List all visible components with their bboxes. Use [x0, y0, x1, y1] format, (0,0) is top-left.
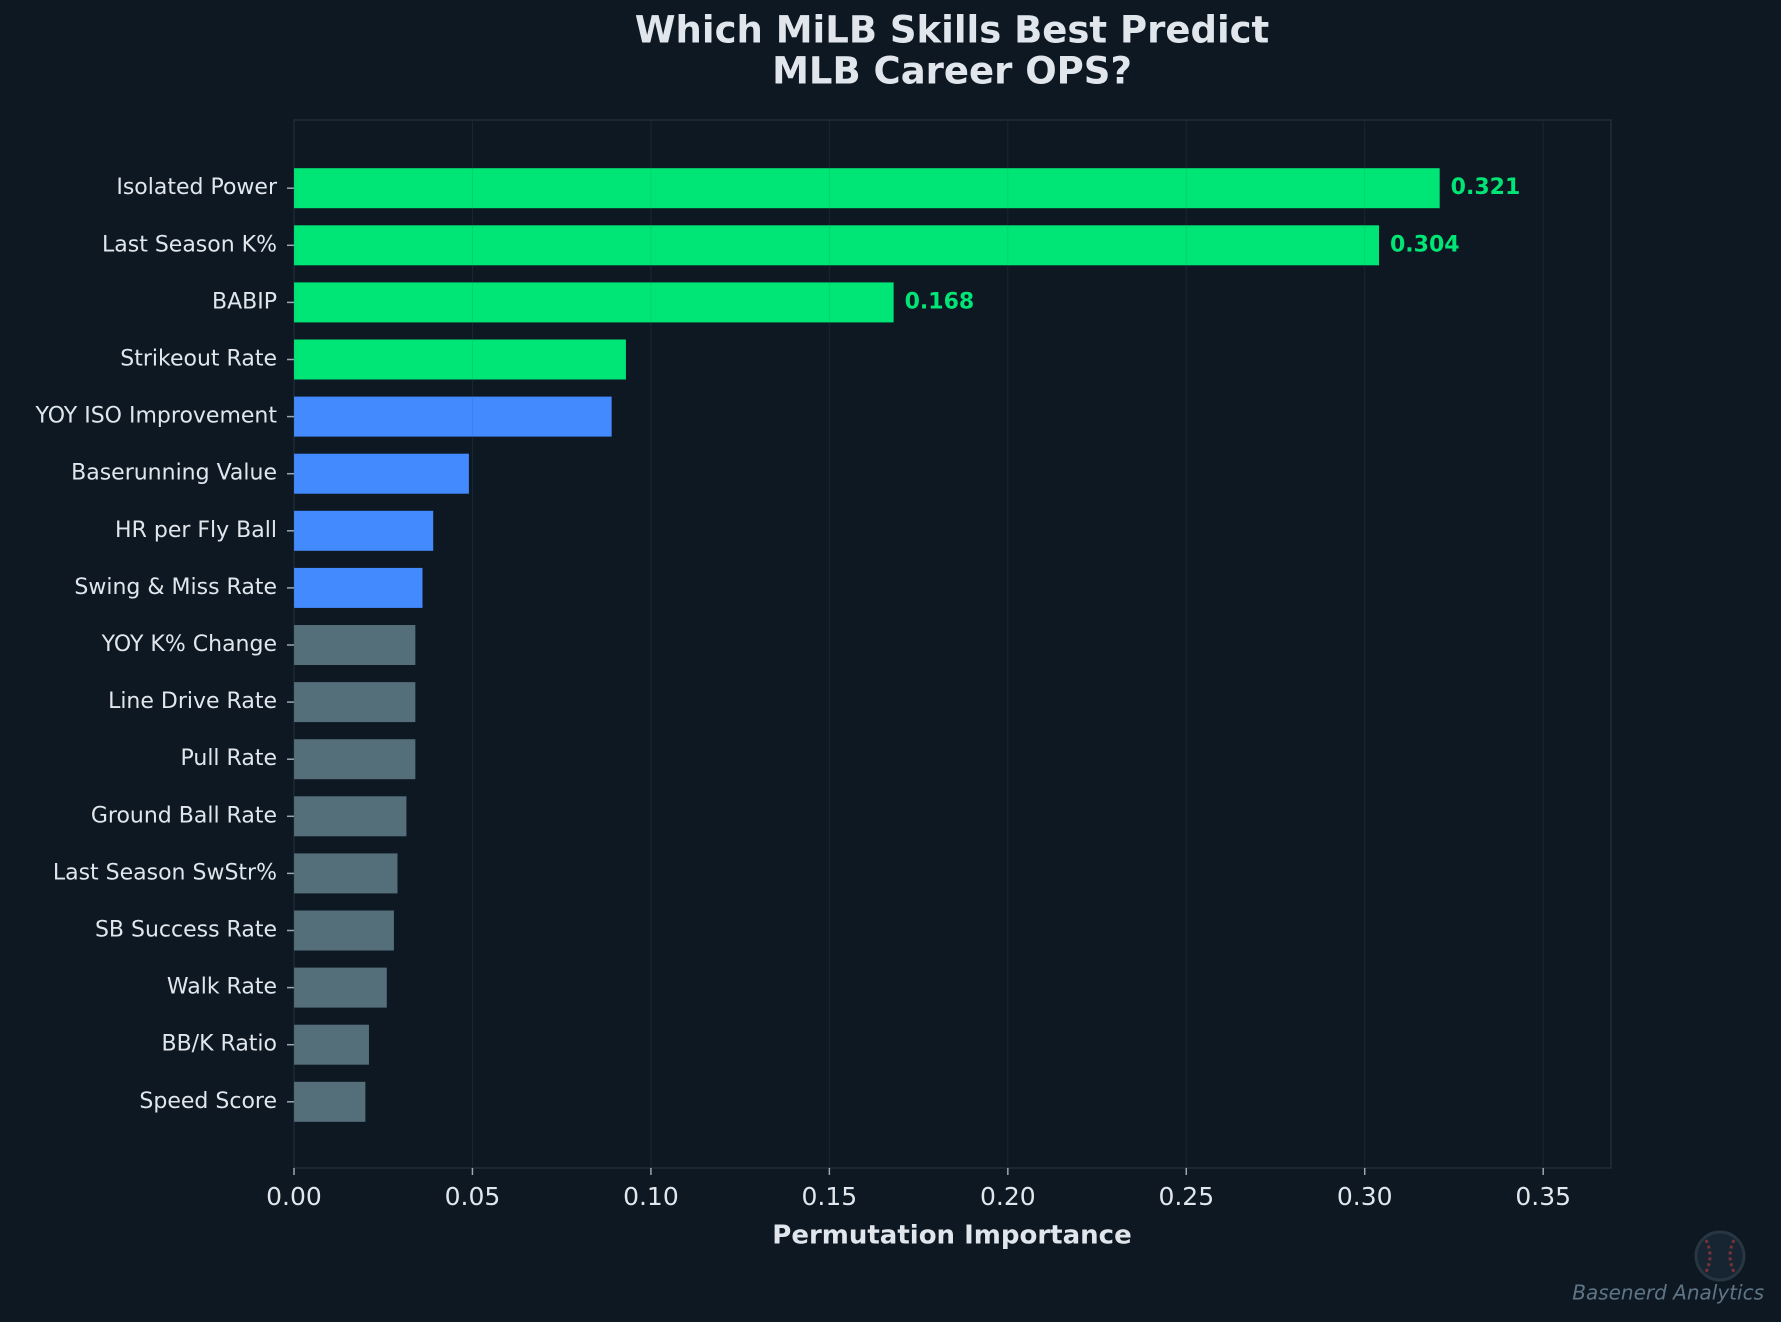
- y-tick-label: Walk Rate: [167, 975, 277, 1000]
- y-tick-label: Line Drive Rate: [108, 689, 277, 714]
- y-tick-label: Last Season SwStr%: [53, 860, 277, 885]
- logo: [1694, 1230, 1746, 1282]
- y-tick-label: SB Success Rate: [95, 918, 277, 943]
- watermark: Basenerd Analytics: [1572, 1281, 1764, 1305]
- value-label: 0.304: [1390, 232, 1460, 257]
- bar: [294, 739, 416, 780]
- bar: [294, 396, 612, 437]
- y-tick-label: HR per Fly Ball: [115, 518, 277, 543]
- bar: [294, 510, 434, 551]
- bar: [294, 168, 1440, 209]
- bar: [294, 567, 423, 608]
- chart-title: Which MiLB Skills Best Predict: [635, 9, 1270, 52]
- bar: [294, 1081, 366, 1122]
- y-tick-label: Speed Score: [139, 1089, 277, 1114]
- x-tick-label: 0.35: [1515, 1182, 1571, 1211]
- y-tick-label: Baserunning Value: [71, 461, 277, 486]
- y-tick-label: Last Season K%: [102, 232, 277, 257]
- x-axis-label: Permutation Importance: [772, 1221, 1131, 1251]
- y-tick-label: BB/K Ratio: [162, 1032, 278, 1057]
- chart-title: MLB Career OPS?: [772, 50, 1132, 93]
- value-label: 0.168: [905, 289, 975, 314]
- y-tick-label: Strikeout Rate: [120, 347, 277, 372]
- x-tick-label: 0.00: [266, 1182, 322, 1211]
- logo-ball: [1694, 1230, 1746, 1282]
- y-tick-label: Swing & Miss Rate: [74, 575, 277, 600]
- y-tick-label: Isolated Power: [116, 175, 278, 200]
- bar: [294, 1024, 369, 1065]
- x-tick-label: 0.20: [980, 1182, 1036, 1211]
- x-tick-label: 0.30: [1337, 1182, 1393, 1211]
- bar: [294, 339, 626, 380]
- y-tick-label: YOY K% Change: [101, 632, 277, 657]
- value-label: 0.321: [1451, 175, 1521, 200]
- y-tick-label: YOY ISO Improvement: [34, 404, 277, 429]
- bar: [294, 682, 416, 723]
- x-tick-label: 0.05: [445, 1182, 501, 1211]
- y-tick-label: Ground Ball Rate: [91, 803, 277, 828]
- logo-seams: [1704, 1239, 1736, 1273]
- bar: [294, 967, 387, 1008]
- bar: [294, 225, 1380, 266]
- bar: [294, 853, 398, 894]
- bar: [294, 625, 416, 665]
- x-tick-label: 0.15: [802, 1182, 858, 1211]
- x-tick-label: 0.10: [623, 1182, 679, 1211]
- y-tick-label: Pull Rate: [181, 746, 278, 771]
- bar: [294, 282, 894, 323]
- bar: [294, 796, 407, 837]
- bar: [294, 910, 394, 951]
- bar: [294, 453, 469, 494]
- x-tick-label: 0.25: [1158, 1182, 1214, 1211]
- y-tick-label: BABIP: [212, 289, 277, 314]
